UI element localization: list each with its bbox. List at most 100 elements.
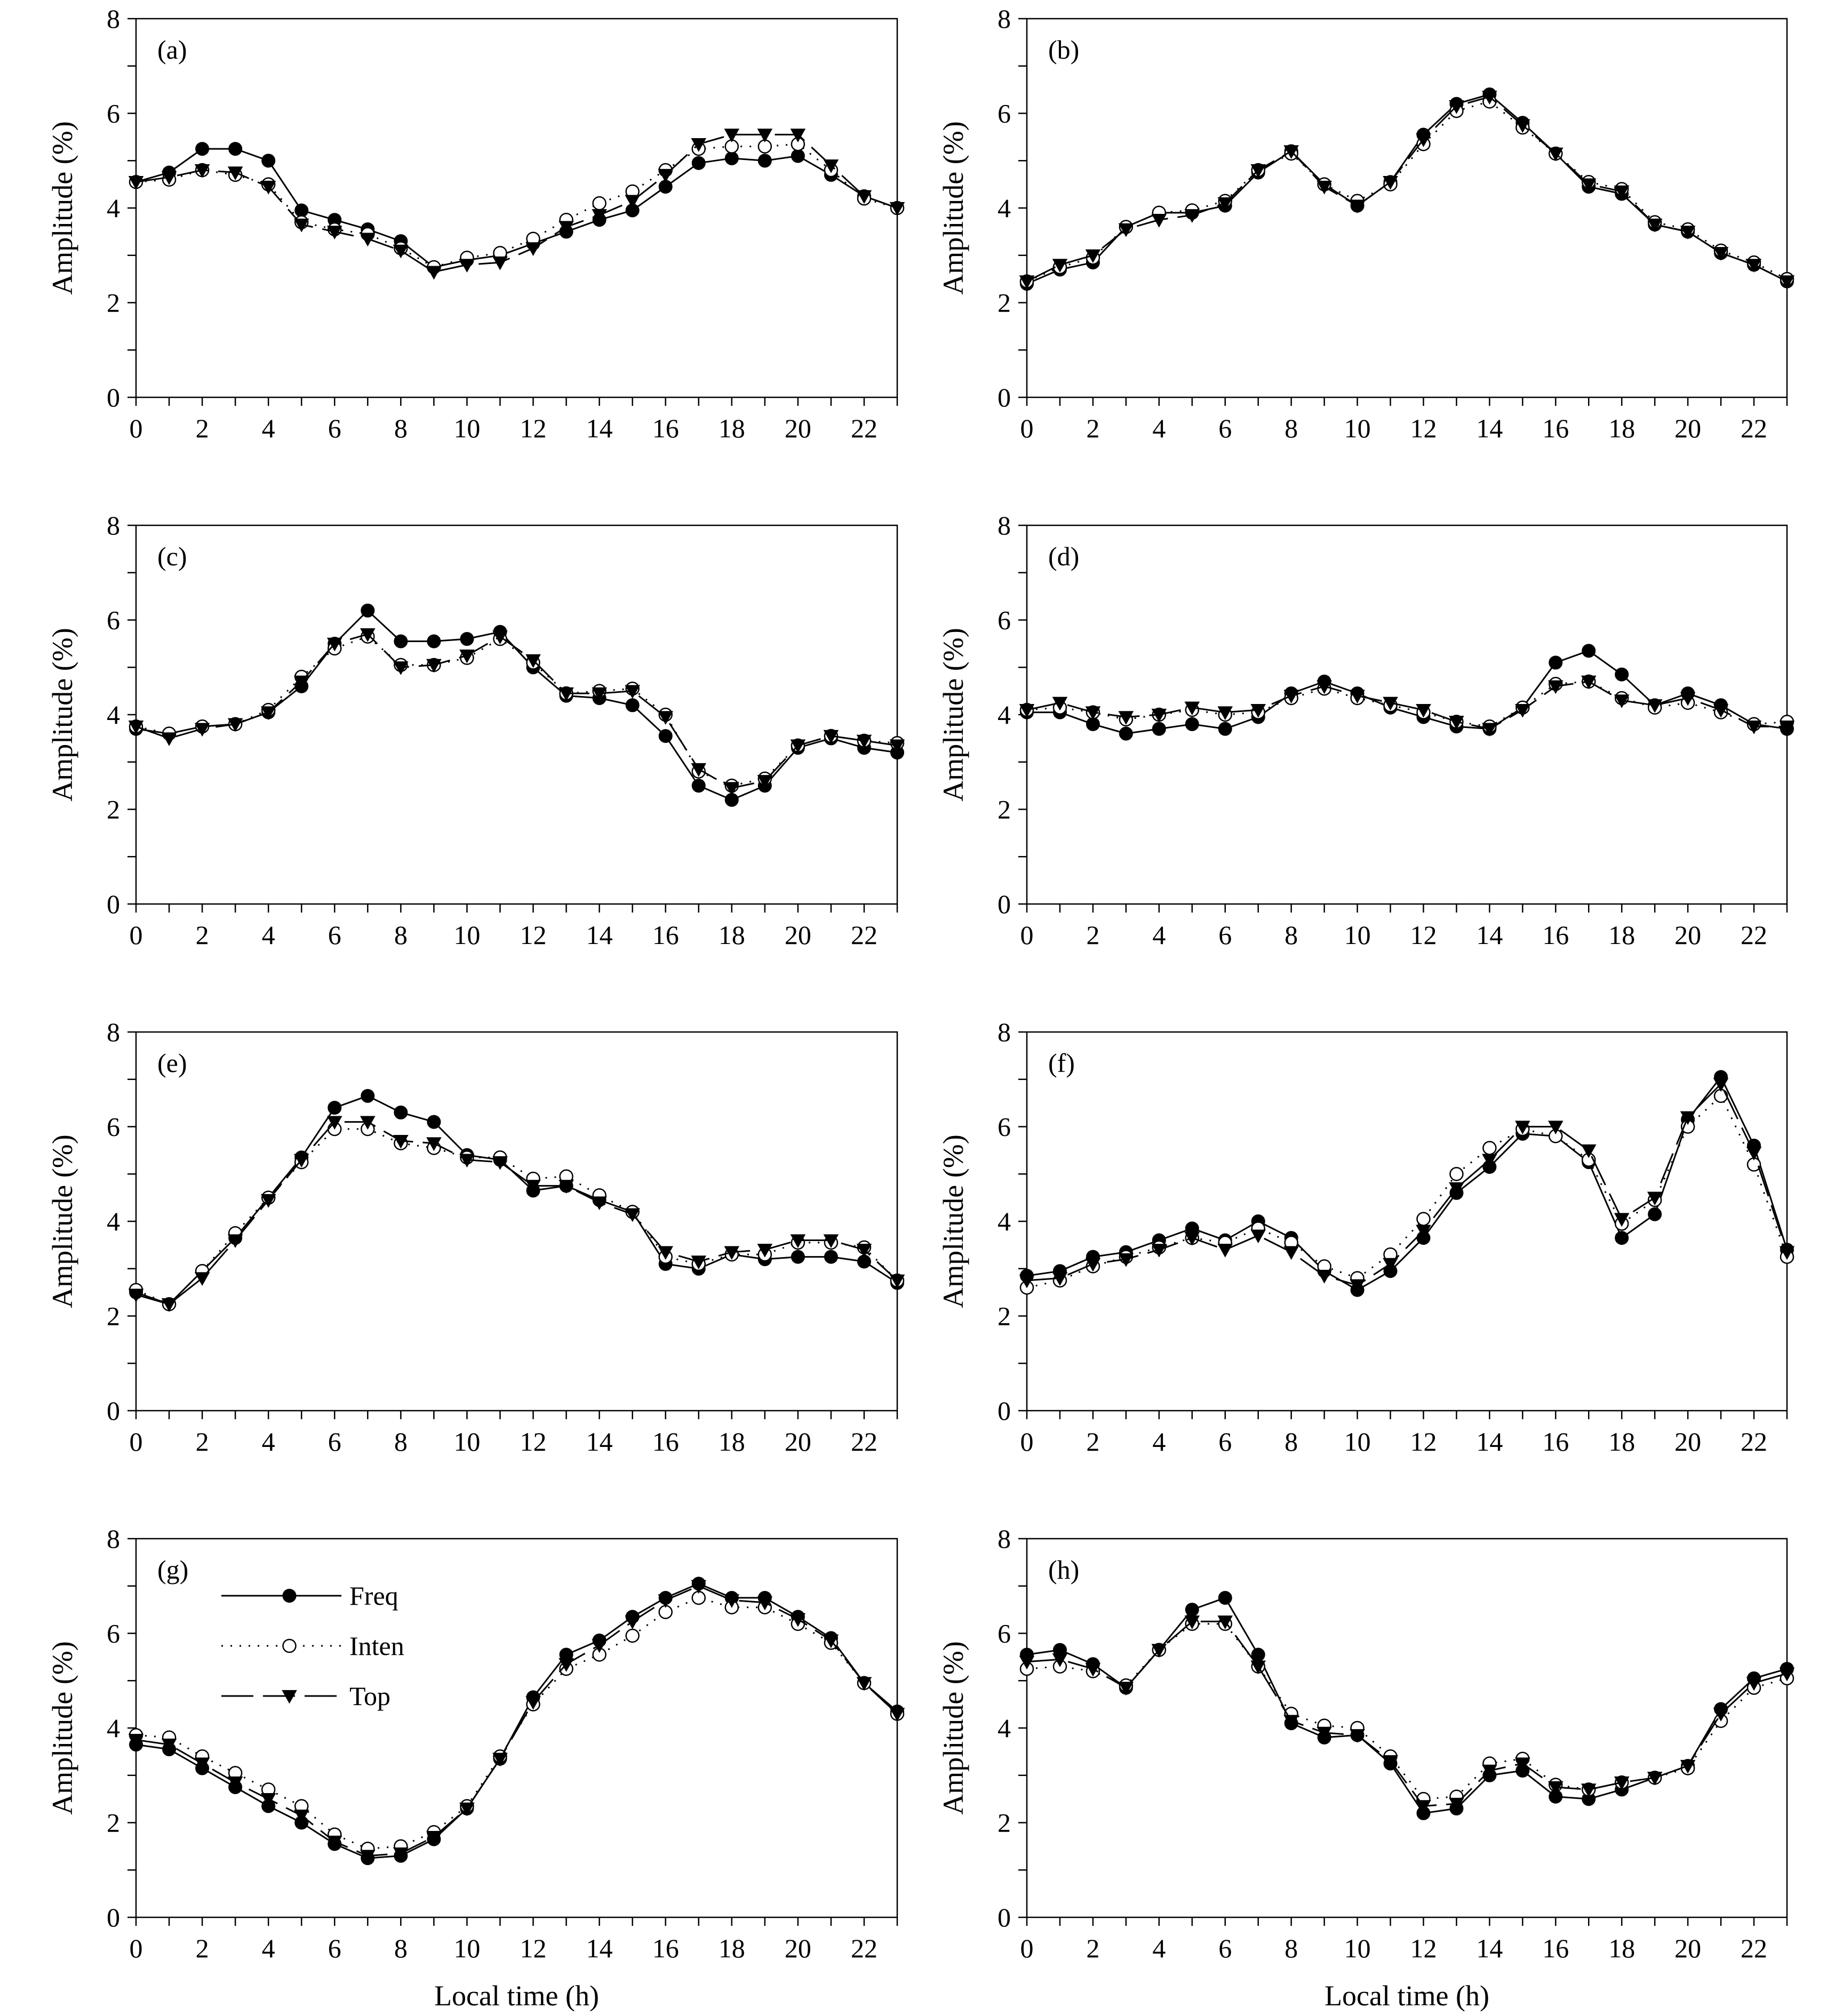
y-tick-label: 2 [998,1808,1011,1838]
data-point-top [1118,711,1134,725]
data-point-freq [1185,1603,1199,1617]
data-point-top [492,256,508,270]
x-tick-label: 22 [1741,1427,1767,1457]
x-tick-label: 6 [1218,413,1232,443]
data-point-inten [1449,1167,1464,1181]
x-tick-label: 18 [1608,1427,1635,1457]
series-inten [1019,1617,1794,1806]
x-tick-label: 20 [785,920,811,950]
data-point-top [1746,1147,1762,1161]
x-tick-label: 2 [1086,1933,1099,1963]
data-point-top [326,637,342,652]
y-tick-label: 0 [998,382,1011,412]
data-point-top [426,1137,442,1151]
data-point-top [1482,1764,1497,1779]
legend-label-inten: Inten [349,1631,404,1661]
y-tick-label: 4 [998,700,1011,730]
data-point-top [1482,723,1497,737]
y-tick-label: 2 [998,1301,1011,1331]
data-point-top [1680,692,1696,706]
x-tick-label: 2 [1086,1427,1099,1457]
data-point-top [691,1580,707,1594]
data-point-top [1449,716,1464,730]
x-tick-label: 2 [196,413,209,443]
data-point-top [227,718,243,732]
data-point-top [1482,1154,1497,1168]
series-inten [1019,94,1794,289]
series-top [128,1580,905,1864]
data-point-top [293,675,309,690]
series-line-top [1026,95,1788,282]
data-point-top [1548,680,1563,694]
data-point-top [724,129,740,142]
x-tick-label: 8 [1285,413,1298,443]
data-point-top [128,176,144,190]
legend: Freq Inten Top [221,1581,404,1711]
data-point-top [393,244,409,259]
data-point-inten [1416,1212,1431,1226]
data-point-freq [791,149,805,163]
x-tick-label: 8 [1285,920,1298,950]
data-point-top [1217,197,1233,211]
x-tick-label: 20 [1674,920,1701,950]
x-tick-label: 0 [1020,1427,1034,1457]
y-tick-label: 8 [107,1524,120,1554]
data-point-top [1250,1660,1266,1675]
data-point-top [293,218,309,233]
data-point-top [426,659,442,673]
data-point-top [592,687,607,701]
data-point-top [592,1639,607,1653]
x-tick-label: 6 [328,413,341,443]
data-point-top [1184,1615,1200,1629]
data-point-top [1614,1776,1630,1790]
data-point-top [1746,721,1762,734]
x-tick-label: 10 [453,920,480,950]
series-freq [129,1089,904,1311]
data-point-top [1250,164,1266,178]
panel-label: (c) [157,541,187,571]
data-point-top [194,1757,210,1772]
data-point-top [393,1134,409,1149]
x-tick-label: 14 [1476,1427,1503,1457]
data-point-top [525,654,541,668]
x-tick-label: 16 [652,1427,679,1457]
data-point-top [360,233,376,247]
data-point-top [856,1244,872,1258]
chart-panel-c: 0 2 4 6 8 10 12 14 16 18 20 22 0 2 4 6 8 Amplitude (%) (c) [46,510,905,950]
data-point-freq [427,634,441,649]
x-tick-label: 4 [262,920,275,950]
data-point-top [492,630,508,645]
data-point-top [1019,1655,1035,1670]
x-tick-label: 4 [262,413,275,443]
x-tick-label: 0 [130,920,143,950]
data-point-top [1548,1781,1563,1795]
data-point-top [1151,1644,1167,1658]
x-tick-label: 10 [1344,413,1371,443]
x-tick-label: 8 [394,413,408,443]
data-point-top [1416,133,1431,147]
series-line-freq [135,1582,898,1859]
data-point-freq [691,779,706,793]
data-point-top [856,1677,872,1691]
y-axis-title: Amplitude (%) [46,121,78,294]
data-point-top [260,706,276,721]
series-line-freq [1026,1597,1788,1814]
data-point-top [1217,1615,1233,1629]
y-axis-title: Amplitude (%) [937,121,969,294]
data-point-freq [658,729,673,743]
data-point-top [1250,1229,1266,1244]
data-point-top [227,166,243,180]
y-tick-label: 8 [998,1017,1011,1047]
chart-panel-b: 0 2 4 6 8 10 12 14 16 18 20 22 0 2 4 6 8 Amplitude (%) (b) [937,4,1795,443]
data-point-top [1350,1729,1365,1743]
data-point-top [1416,703,1431,718]
data-point-top [1151,1244,1167,1258]
chart-panel-g: 0 2 4 6 8 10 12 14 16 18 20 22 0 2 4 6 8 Amplitude (%) Loc… [46,1524,905,2012]
data-point-top [293,1810,309,1823]
x-tick-label: 14 [586,1427,613,1457]
data-point-top [1184,701,1200,716]
panel-label: (d) [1048,541,1079,571]
x-tick-label: 12 [1410,1933,1437,1963]
data-point-inten [592,196,607,211]
x-tick-label: 2 [1086,413,1099,443]
